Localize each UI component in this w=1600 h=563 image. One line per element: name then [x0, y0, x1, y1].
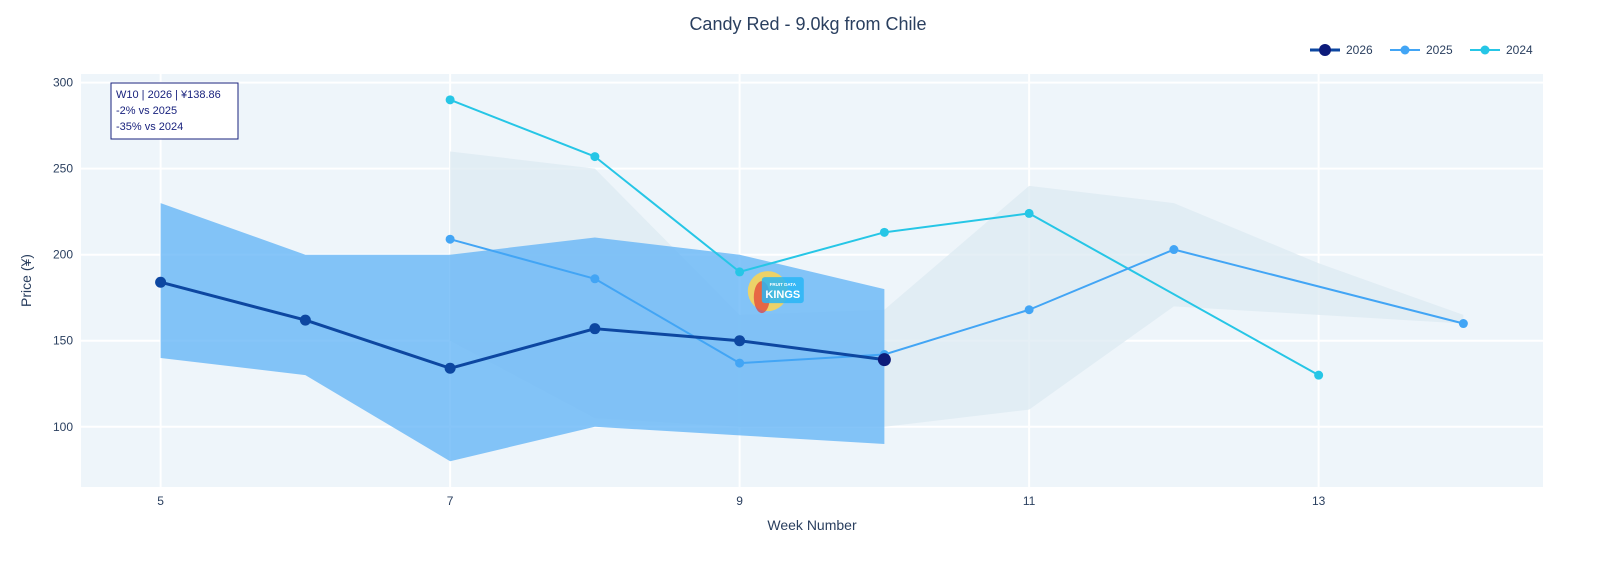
legend-label: 2026	[1346, 43, 1373, 57]
point-2026[interactable]	[299, 314, 311, 326]
logo-badge	[761, 277, 804, 304]
point-2026[interactable]	[155, 276, 167, 288]
point-2025[interactable]	[590, 274, 600, 284]
x-tick-label: 5	[157, 494, 164, 508]
series-points	[155, 95, 1468, 380]
x-tick-label: 7	[447, 494, 454, 508]
point-2024[interactable]	[445, 95, 455, 105]
point-2026[interactable]	[734, 335, 746, 347]
point-2024[interactable]	[879, 227, 889, 237]
logo-text: KINGS	[765, 289, 800, 301]
point-2026[interactable]	[589, 323, 601, 335]
legend-swatch-marker	[1480, 45, 1490, 55]
legend-swatch-marker	[1400, 45, 1410, 55]
y-tick-label: 300	[53, 76, 73, 90]
point-2024[interactable]	[1314, 370, 1324, 380]
legend-item-2026[interactable]: 2026	[1310, 43, 1373, 57]
line-2024	[449, 98, 1320, 377]
x-tick-label: 11	[1023, 494, 1036, 508]
annotation-line-1: W10 | 2026 | ¥138.86	[116, 89, 221, 101]
y-axis-ticks: 100 150 200 250 300	[53, 76, 73, 434]
y-tick-label: 250	[53, 162, 73, 176]
y-tick-label: 200	[53, 248, 73, 262]
y-tick-label: 100	[53, 420, 73, 434]
point-2026[interactable]	[444, 362, 456, 374]
y-tick-label: 150	[53, 334, 73, 348]
point-2025[interactable]	[735, 358, 745, 368]
confidence-bands	[160, 151, 1464, 462]
chart-title: Candy Red - 9.0kg from Chile	[689, 14, 926, 34]
point-2024[interactable]	[590, 152, 600, 162]
point-2026[interactable]	[877, 353, 891, 367]
legend-swatch-marker	[1319, 44, 1331, 56]
legend[interactable]: 2026 2025 2024	[1310, 43, 1533, 57]
annotation-box: W10 | 2026 | ¥138.86 -2% vs 2025 -35% vs…	[110, 82, 239, 140]
line-2026	[160, 280, 885, 370]
legend-item-2024[interactable]: 2024	[1470, 43, 1533, 57]
y-axis-title: Price (¥)	[18, 254, 34, 307]
annotation-line-2: -2% vs 2025	[116, 105, 177, 117]
band-2026	[160, 203, 885, 462]
point-2025[interactable]	[445, 234, 455, 244]
point-2024[interactable]	[735, 267, 745, 277]
legend-label: 2024	[1506, 43, 1533, 57]
x-tick-label: 9	[736, 494, 743, 508]
x-axis-title: Week Number	[767, 517, 857, 533]
point-2025[interactable]	[1024, 305, 1034, 315]
legend-label: 2025	[1426, 43, 1453, 57]
annotation-border	[110, 82, 239, 140]
point-2025[interactable]	[1458, 319, 1468, 329]
point-2025[interactable]	[1169, 245, 1179, 255]
x-axis-ticks: 5 7 9 11 13	[157, 494, 1325, 508]
watermark-logo: FRUIT DATA KINGS	[747, 271, 804, 314]
annotation-line-3: -35% vs 2024	[116, 121, 183, 133]
x-tick-label: 13	[1312, 494, 1326, 508]
logo-text: FRUIT DATA	[770, 282, 797, 287]
point-2024[interactable]	[1024, 208, 1034, 218]
legend-item-2025[interactable]: 2025	[1390, 43, 1453, 57]
